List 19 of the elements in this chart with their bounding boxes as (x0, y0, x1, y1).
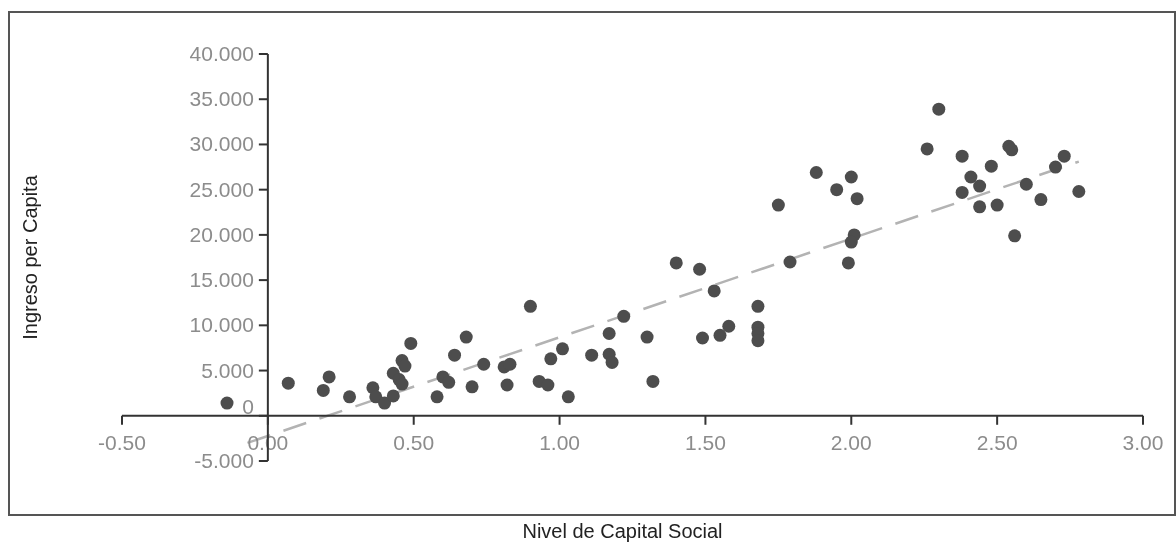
y-tick-label: 20.000 (189, 222, 254, 246)
y-tick-label: -5.000 (194, 449, 254, 472)
y-tick-label: 10.000 (189, 313, 254, 337)
y-tick-label: 0 (242, 394, 254, 418)
x-tick-label: 1.00 (539, 430, 581, 454)
y-tick-label: 40.000 (189, 42, 254, 65)
y-tick-label: 30.000 (189, 132, 254, 156)
x-tick-label: 0.50 (393, 430, 435, 454)
x-tick-label: 1.50 (684, 430, 726, 454)
x-tick-label: 2.00 (830, 430, 872, 454)
y-tick-label: 35.000 (189, 87, 254, 111)
y-axis-title: Ingreso per Capita (19, 174, 41, 340)
x-axis-title: Nivel de Capital Social (522, 520, 723, 542)
x-tick-label: 3.00 (1122, 430, 1164, 454)
y-tick-label: 15.000 (189, 268, 254, 292)
y-tick-label: 25.000 (189, 177, 254, 201)
y-tick-label: 5.000 (201, 358, 254, 382)
x-tick-label: -0.50 (98, 430, 146, 454)
x-tick-label: 2.50 (976, 430, 1018, 454)
